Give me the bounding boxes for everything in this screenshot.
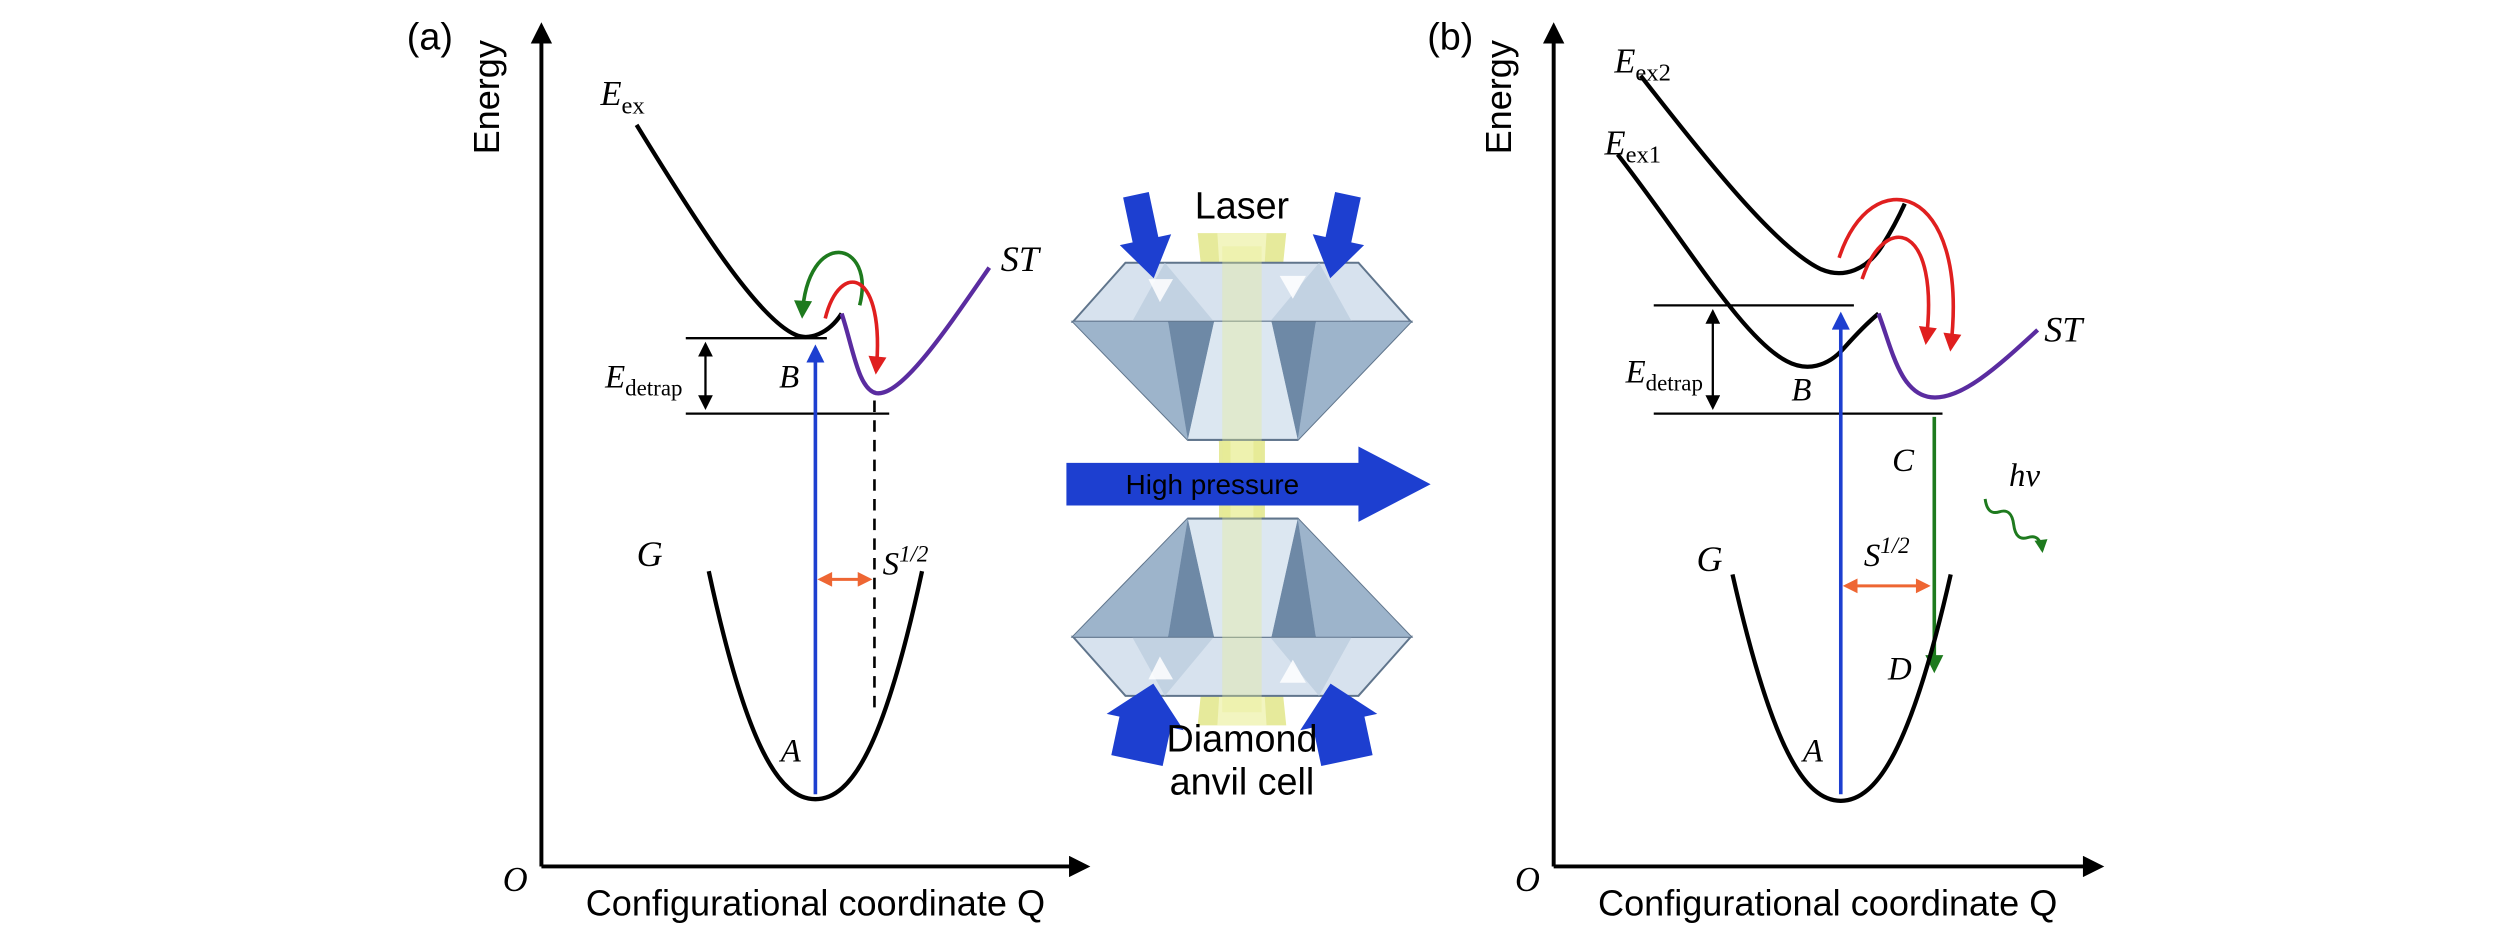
panel-b-excited1-label: Eex1	[1604, 124, 1662, 168]
panel-b-label: (b)	[1427, 15, 1473, 57]
panel-b-ground-label: G	[1697, 539, 1723, 579]
panel-b-point-a-label: A	[1801, 733, 1824, 769]
panel-a-point-b-label: B	[779, 359, 799, 395]
high-pressure-arrow	[1066, 446, 1431, 522]
dac-laser-label: Laser	[1195, 184, 1289, 226]
panel-a-point-a-label: A	[779, 733, 802, 769]
panel-a-huang-rhys-label: S1/2	[883, 541, 929, 582]
panel-a-detrapping-arrow	[794, 250, 864, 319]
dac-caption-line2: anvil cell	[1170, 760, 1315, 802]
panel-b-point-b-label: B	[1791, 373, 1811, 409]
panel-b-huang-rhys-label: S1/2	[1864, 533, 1910, 574]
press-arrow-bottom-left	[1106, 683, 1184, 767]
panel-a-st-curve	[839, 266, 992, 396]
panel-b-photon-wavy-arrow	[1983, 498, 2048, 553]
diamond-culet-facet	[1187, 321, 1298, 440]
panel-b-detrap-label: Edetrap	[1625, 354, 1703, 395]
diamond-pavilion-facet	[1072, 321, 1188, 440]
panel-a-st-label: ST	[1001, 239, 1042, 279]
panel-b-excited1-curve	[1615, 153, 1880, 369]
diamond-pavilion-facet	[1168, 321, 1215, 440]
diamond-crown-facet	[1269, 262, 1352, 322]
panel-a-detrap-label: Edetrap	[604, 359, 682, 400]
diamond-sparkle	[1148, 279, 1174, 303]
panel-b-st-label: ST	[2044, 309, 2085, 349]
panel-b-y-axis-label: Energy	[1478, 40, 1519, 154]
panel-b-photon-wave-group	[1983, 498, 2048, 553]
panel-a-excited-curve	[634, 123, 844, 339]
panel-b-photon-label: hν	[2009, 458, 2040, 494]
panel-b-x-axis-label: Configurational coordinate Q	[1598, 883, 2057, 924]
panel-b-point-c-label: C	[1892, 443, 1915, 479]
panel-b: (b) Energy Configurational coordinate Q …	[1427, 15, 2105, 924]
top-diamond-anvil	[1070, 261, 1414, 441]
panel-b-ground-curve	[1730, 573, 1953, 803]
panel-a-excited-label: Eex	[599, 75, 644, 119]
panel-b-point-d-label: D	[1887, 651, 1912, 687]
panel-b-trapping-arrow-outer	[1837, 197, 1962, 352]
panel-a-origin-label: O	[503, 861, 528, 899]
panel-a-x-axis-label: Configurational coordinate Q	[586, 883, 1045, 924]
press-arrow-top-right	[1312, 192, 1365, 279]
panel-b-excited2-curve	[1638, 74, 1907, 276]
diamond-sparkle	[1279, 275, 1306, 299]
panel-a-trapping-arrow	[823, 280, 887, 375]
high-pressure-label: High pressure	[1126, 469, 1300, 500]
panel-b-origin-label: O	[1515, 861, 1540, 899]
press-arrow-top-left	[1119, 192, 1172, 279]
press-arrow-bottom-right	[1300, 683, 1378, 767]
panel-a-y-axis-label: Energy	[466, 40, 507, 154]
panel-b-trapping-arrow-inner	[1860, 235, 1937, 346]
panel-b-st-curve	[1876, 312, 2040, 400]
dac-caption-line1: Diamond	[1166, 718, 1317, 760]
panel-a: (a) Energy Configurational coordinate Q …	[407, 15, 1091, 924]
diamond-pavilion-facet	[1297, 321, 1411, 440]
dac-illustration: Laser High pressure	[1066, 184, 1431, 802]
diamond-crown-facet	[1132, 262, 1215, 322]
panel-b-excited2-label: Eex2	[1613, 42, 1671, 86]
panel-a-ground-curve	[706, 570, 925, 802]
diamond-pavilion-facet	[1271, 321, 1316, 440]
panel-a-label: (a)	[407, 15, 453, 57]
panel-a-ground-label: G	[637, 534, 663, 574]
